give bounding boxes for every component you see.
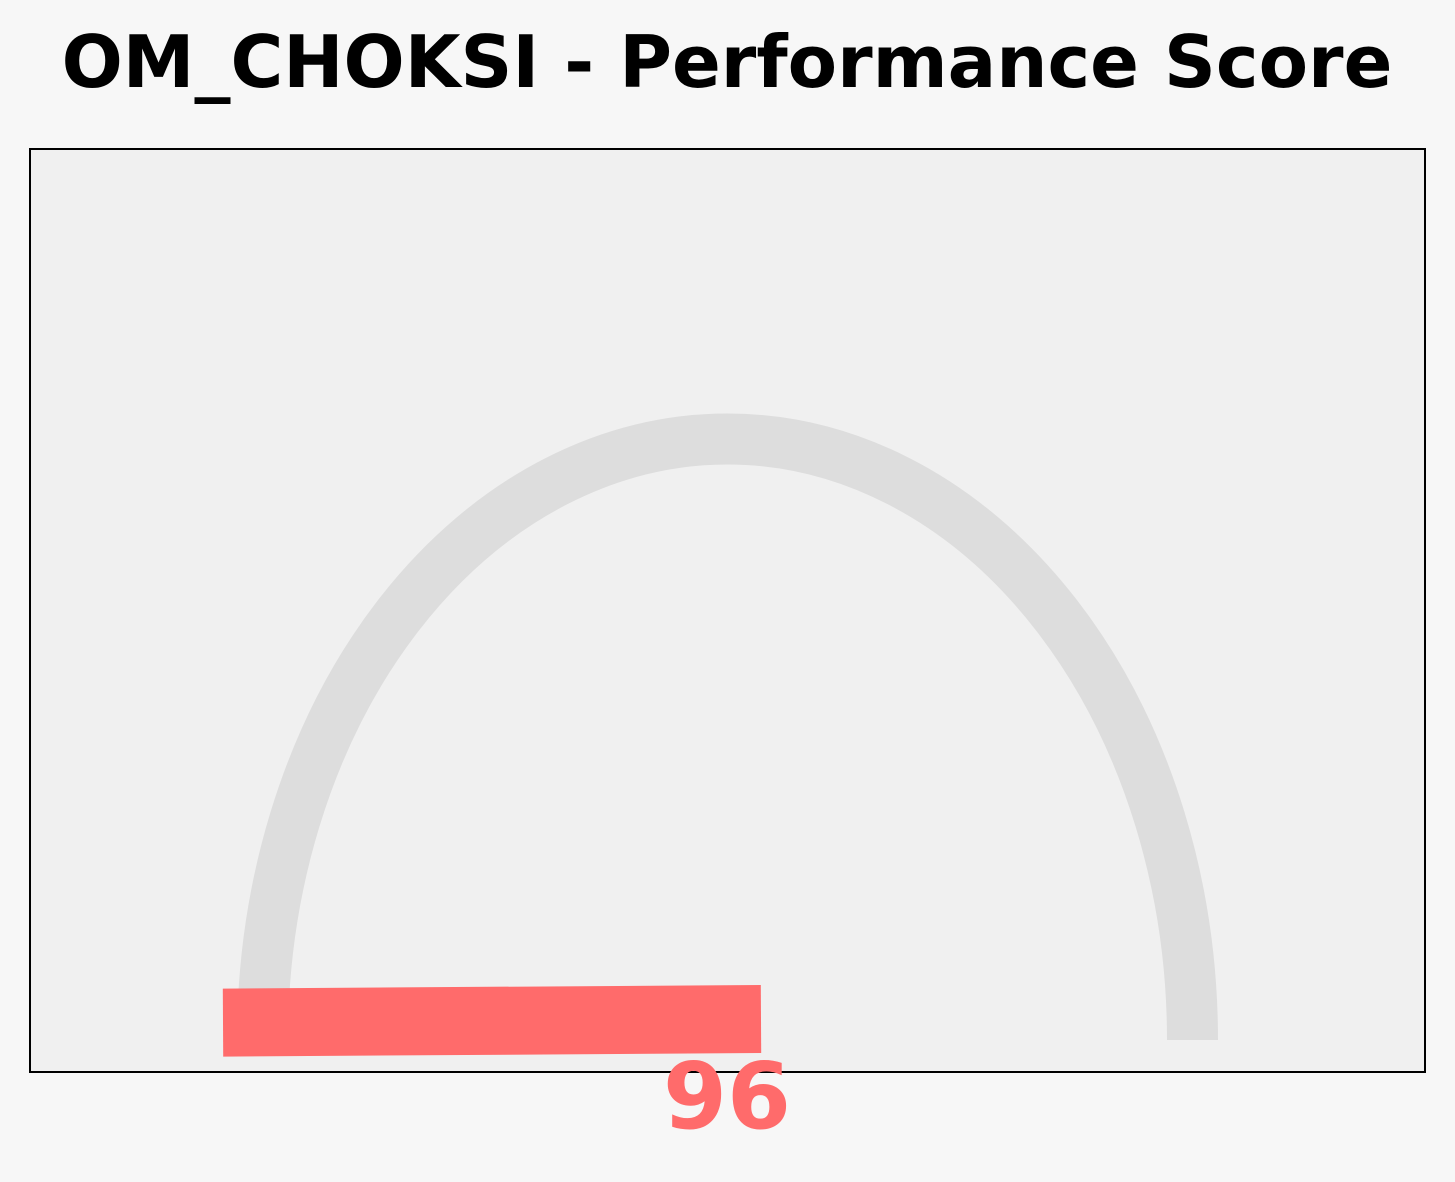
gauge-value-label: 96 — [663, 1043, 791, 1150]
plot-area — [29, 148, 1426, 1073]
chart-title: OM_CHOKSI - Performance Score — [62, 20, 1393, 104]
gauge-track — [237, 413, 1218, 1041]
gauge-needle — [222, 985, 762, 1057]
